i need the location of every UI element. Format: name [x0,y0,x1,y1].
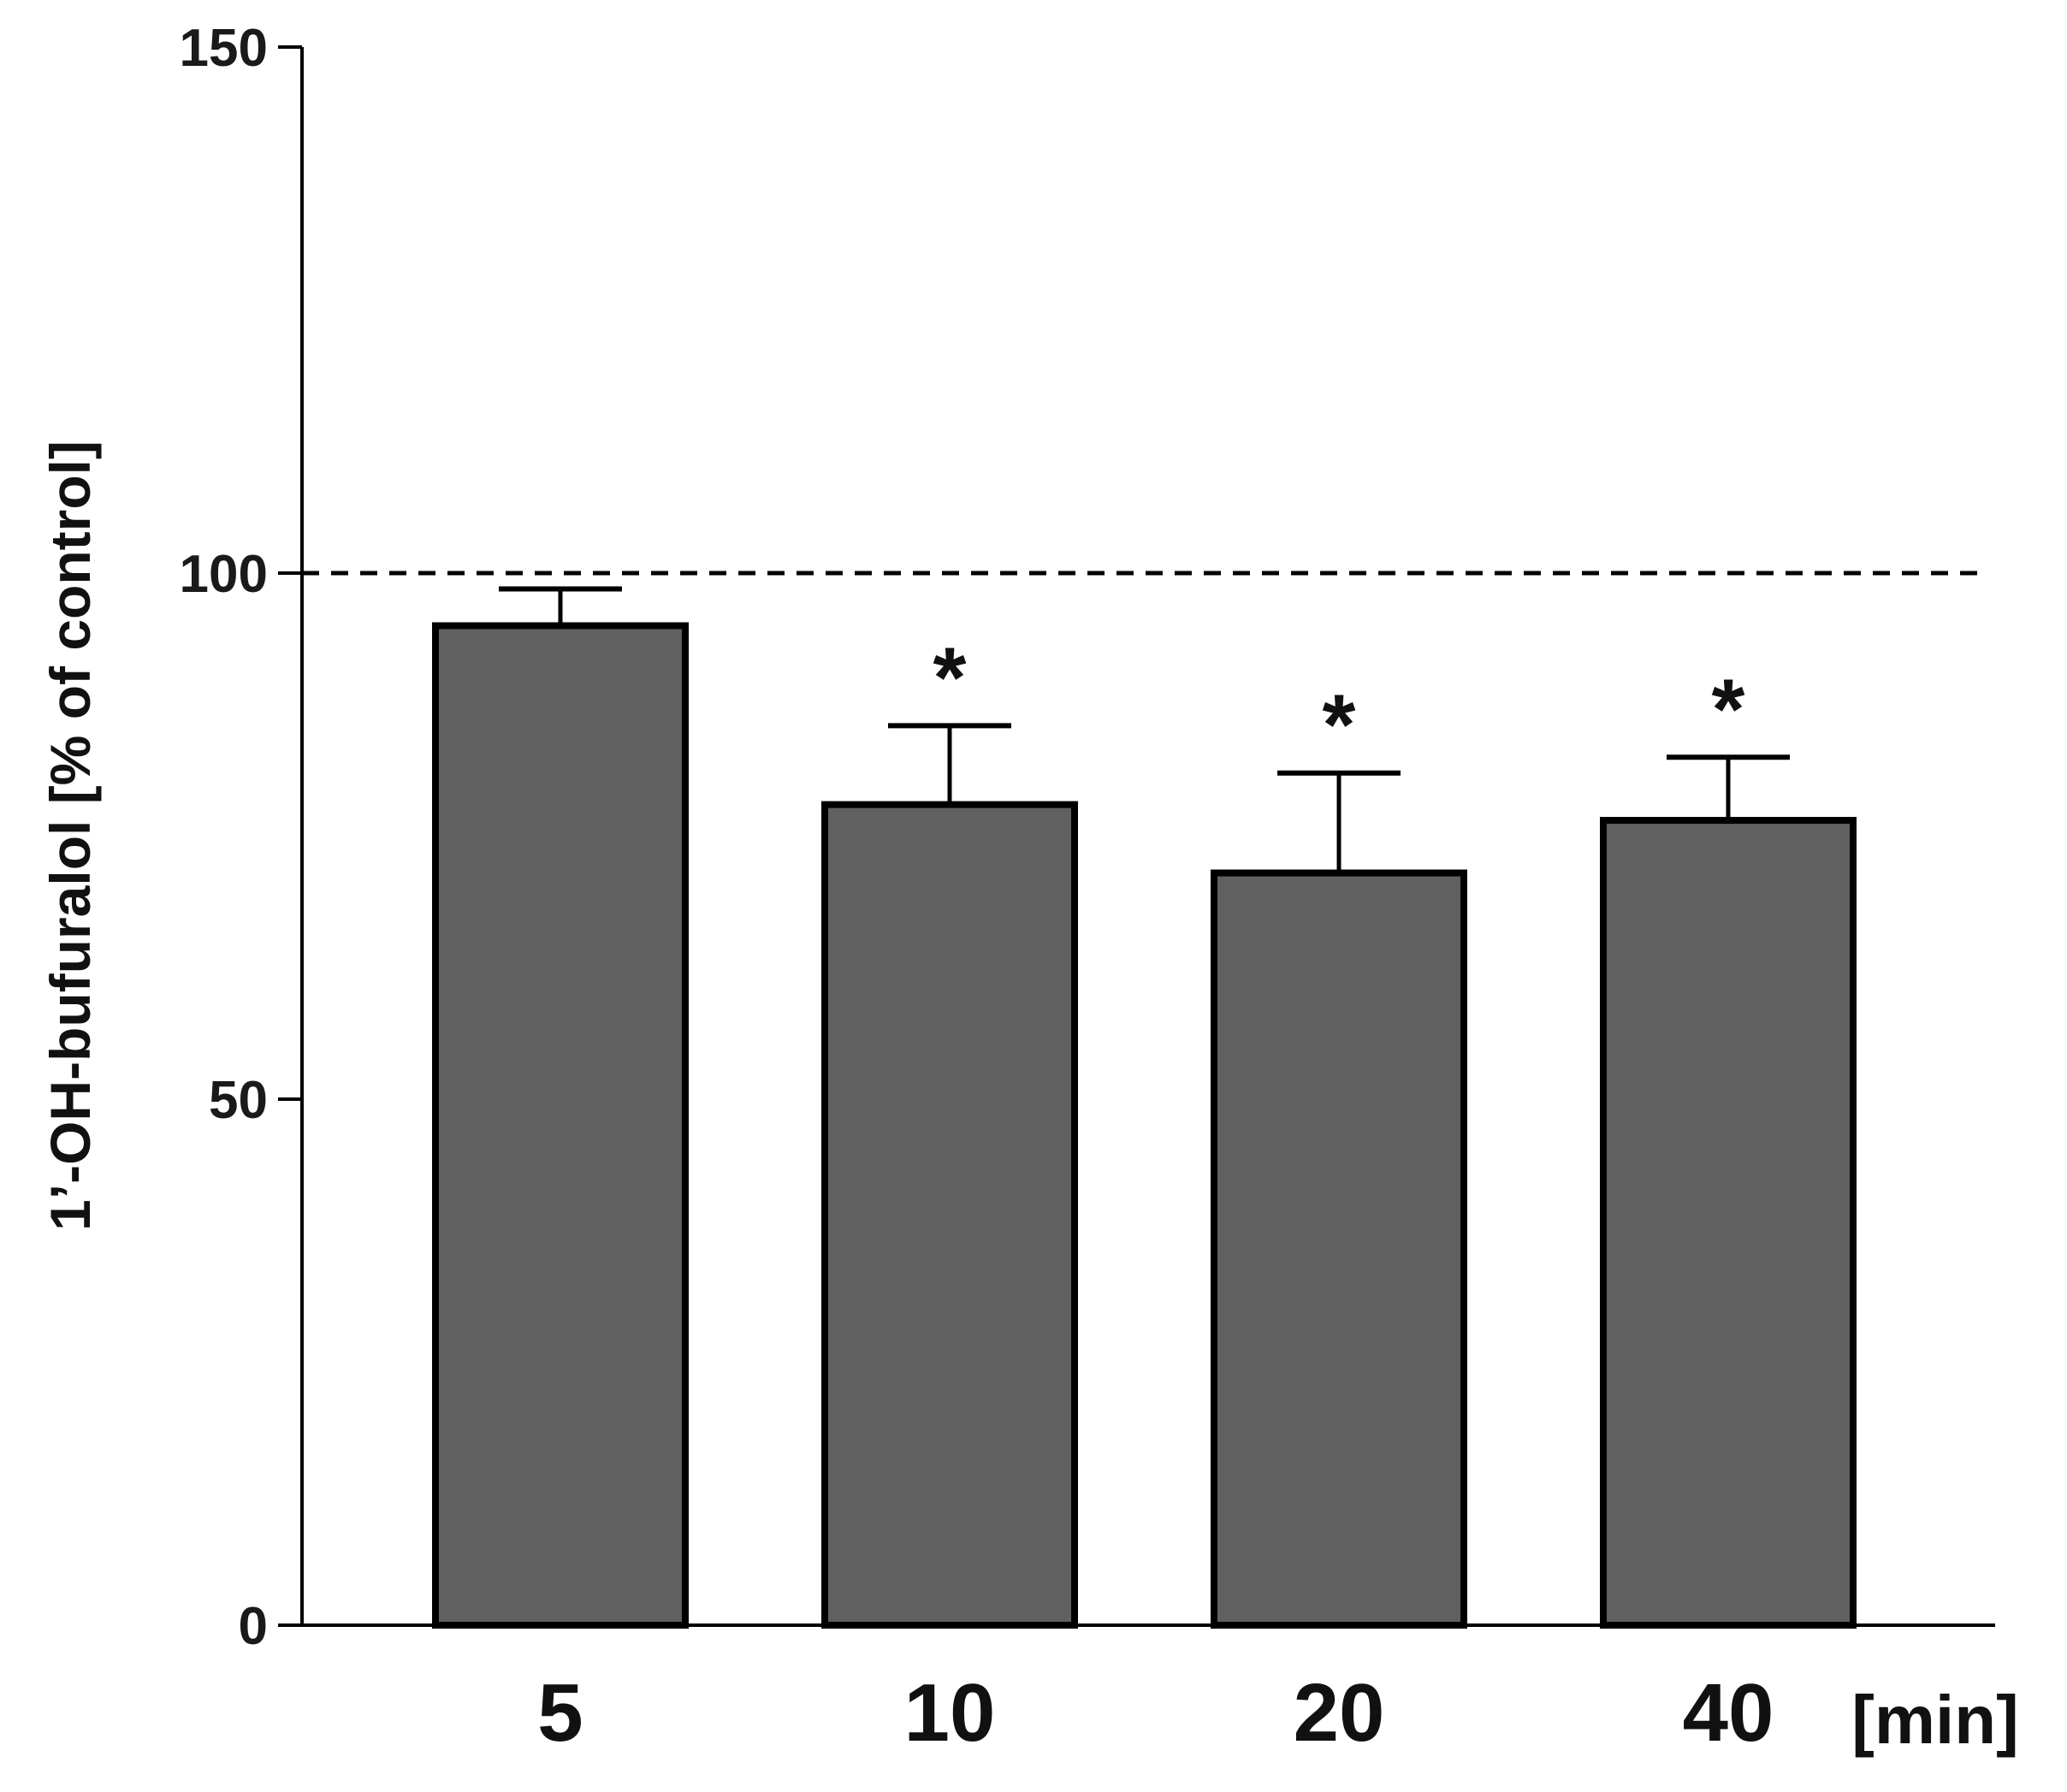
bar-10 [821,801,1078,1629]
y-tick-label-0: 0 [239,1597,268,1656]
bar-40 [1600,817,1857,1629]
x-unit-label: [min] [1851,1682,2019,1758]
y-ticks: 0 50 100 150 [180,19,302,1656]
y-tick-label-50: 50 [209,1071,268,1130]
x-tick-labels: 5 10 20 40 [537,1667,1774,1759]
bar-5 [432,622,689,1629]
x-tick-label-20: 20 [1294,1667,1385,1759]
x-tick-label-40: 40 [1683,1667,1774,1759]
x-tick-label-10: 10 [904,1667,996,1759]
y-axis-title: 1’-OH-bufuralol [% of control] [38,441,102,1231]
y-tick-label-100: 100 [180,545,268,604]
bar-20 [1211,869,1467,1629]
y-axis: 0 50 100 150 [180,19,304,1656]
bars: * * * [432,586,1857,1629]
significance-marker-40: * [1712,661,1745,757]
significance-marker-10: * [933,630,967,725]
y-tick-label-150: 150 [180,19,268,78]
significance-marker-20: * [1323,677,1356,773]
x-tick-label-5: 5 [537,1667,583,1759]
